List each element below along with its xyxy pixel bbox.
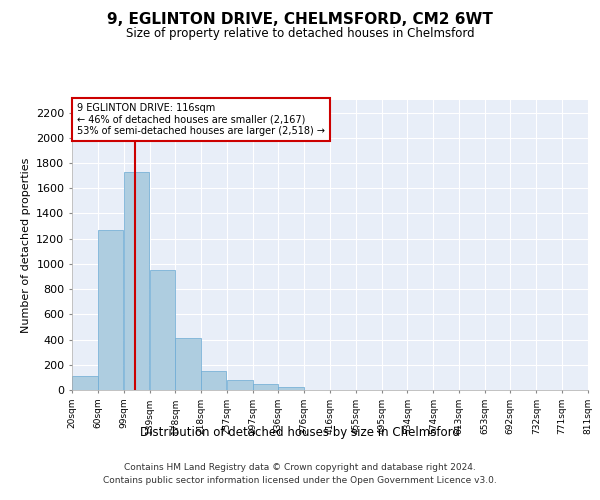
Bar xyxy=(202,371,226,390)
Text: Size of property relative to detached houses in Chelmsford: Size of property relative to detached ho… xyxy=(125,28,475,40)
Bar xyxy=(253,384,278,390)
Text: Contains HM Land Registry data © Crown copyright and database right 2024.: Contains HM Land Registry data © Crown c… xyxy=(124,464,476,472)
Y-axis label: Number of detached properties: Number of detached properties xyxy=(20,158,31,332)
Text: Distribution of detached houses by size in Chelmsford: Distribution of detached houses by size … xyxy=(140,426,460,439)
Bar xyxy=(124,172,149,390)
Bar xyxy=(150,270,175,390)
Text: 9, EGLINTON DRIVE, CHELMSFORD, CM2 6WT: 9, EGLINTON DRIVE, CHELMSFORD, CM2 6WT xyxy=(107,12,493,28)
Bar xyxy=(98,230,124,390)
Bar xyxy=(227,380,253,390)
Bar xyxy=(278,387,304,390)
Text: 9 EGLINTON DRIVE: 116sqm
← 46% of detached houses are smaller (2,167)
53% of sem: 9 EGLINTON DRIVE: 116sqm ← 46% of detach… xyxy=(77,103,325,136)
Bar xyxy=(72,376,98,390)
Text: Contains public sector information licensed under the Open Government Licence v3: Contains public sector information licen… xyxy=(103,476,497,485)
Bar xyxy=(175,338,201,390)
